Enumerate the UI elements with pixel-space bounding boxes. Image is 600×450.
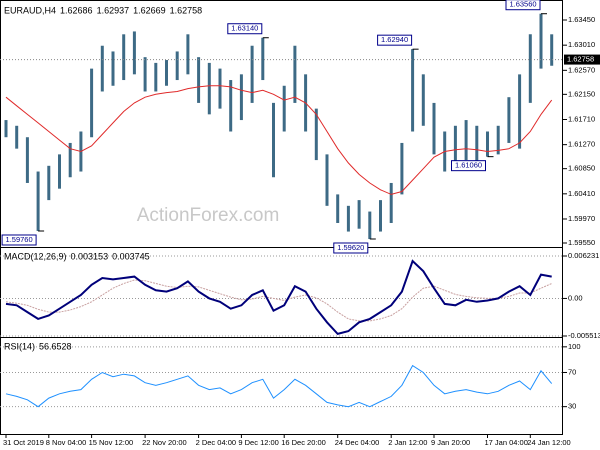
y-tick-label: 1.62570 <box>568 65 595 74</box>
macd-line <box>5 259 552 336</box>
annotation-label: 1.62940 <box>381 35 408 44</box>
x-tick-label: 2 Jan 12:00 <box>388 438 427 447</box>
frame <box>0 0 563 435</box>
y-tick-label: 1.60410 <box>568 189 595 198</box>
panel-title: MACD(12,26,9) <box>4 251 67 261</box>
annotation-box <box>1 234 37 246</box>
annotation-label: 1.61060 <box>455 161 482 170</box>
annotation-box <box>333 242 369 254</box>
x-tick-label: 15 Nov 12:00 <box>89 438 134 447</box>
current-price-box <box>564 54 600 65</box>
x-tick-label: 24 Jan 12:00 <box>527 438 570 447</box>
x-tick-label: 24 Dec 04:00 <box>335 438 380 447</box>
current-price-label: 1.62758 <box>567 55 594 64</box>
header-value: 0.003745 <box>112 251 150 261</box>
y-tick-label: 1.63010 <box>568 40 595 49</box>
y-tick-label: -0.005513 <box>568 331 600 340</box>
rsi-line <box>5 364 553 408</box>
annotation-label: 1.59760 <box>6 235 33 244</box>
y-tick-label: 1.59970 <box>568 214 595 223</box>
y-tick-label: 1.60850 <box>568 164 595 173</box>
annotation-label: 1.59620 <box>337 243 364 252</box>
annotation-box <box>227 23 263 35</box>
x-tick-label: 17 Jan 04:00 <box>485 438 528 447</box>
x-tick-label: 31 Oct 2019 <box>3 438 44 447</box>
annotation-box <box>451 160 486 172</box>
y-tick-label: 1.63450 <box>568 15 595 24</box>
panel-title: RSI(14) <box>4 341 35 351</box>
x-tick-label: 2 Dec 04:00 <box>196 438 236 447</box>
annotation-box <box>377 34 413 46</box>
annotation-box <box>505 0 541 11</box>
x-tick-label: 9 Dec 12:00 <box>238 438 278 447</box>
y-tick-label: 70 <box>568 367 576 376</box>
x-tick-label: 22 Nov 20:00 <box>142 438 187 447</box>
header-value: 0.003153 <box>71 251 109 261</box>
annotation-label: 1.63140 <box>231 24 258 33</box>
y-tick-label: 1.61270 <box>568 140 595 149</box>
y-tick-label: 0.006231 <box>568 251 599 260</box>
y-tick-label: 30 <box>568 402 576 411</box>
header-value: 1.62669 <box>133 5 166 15</box>
x-tick-label: 9 Jan 20:00 <box>431 438 470 447</box>
panel-title: EURAUD,H4 <box>4 5 56 15</box>
y-tick-label: 0.00 <box>568 293 583 302</box>
watermark: ActionForex.com <box>137 205 280 226</box>
x-tick-label: 8 Nov 04:00 <box>46 438 86 447</box>
moving-average <box>5 85 553 195</box>
y-tick-label: 100 <box>568 342 581 351</box>
annotation-label: 1.63560 <box>509 0 536 9</box>
x-tick-label: 16 Dec 20:00 <box>281 438 326 447</box>
header-value: 1.62686 <box>60 5 93 15</box>
y-tick-label: 1.61710 <box>568 114 595 123</box>
header-value: 1.62937 <box>97 5 130 15</box>
header-value: 56.6528 <box>39 341 72 351</box>
y-tick-label: 1.62150 <box>568 89 595 98</box>
signal-line <box>5 279 552 322</box>
header-value: 1.62758 <box>170 5 203 15</box>
y-tick-label: 1.59550 <box>568 238 595 247</box>
